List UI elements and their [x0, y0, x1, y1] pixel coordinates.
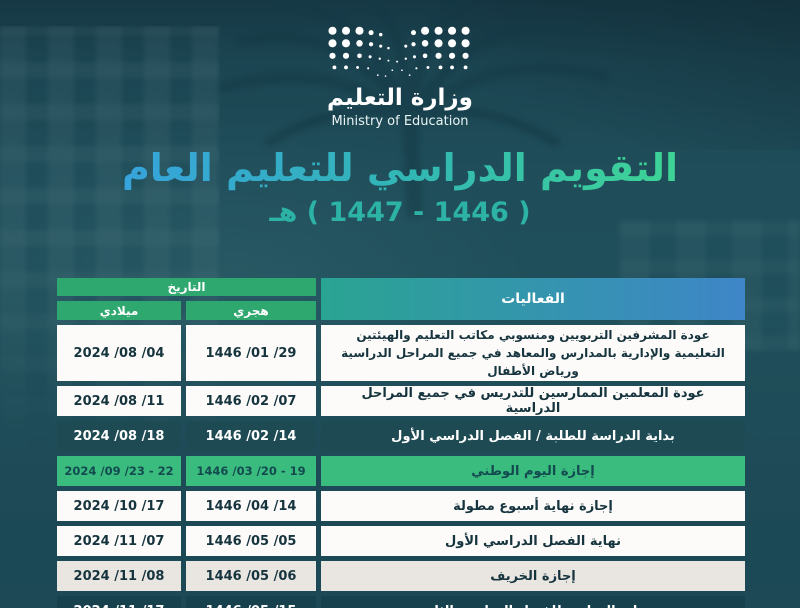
page-title: التقويم الدراسي للتعليم العام — [122, 145, 678, 193]
building-windows-left — [0, 26, 220, 456]
gregorian-date-cell: 22 - 23/ 09/ 2024 — [57, 456, 181, 486]
event-cell: إجازة اليوم الوطني — [321, 456, 745, 486]
gregorian-date-cell: 17/ 10/ 2024 — [57, 491, 181, 521]
palm-tree-silhouette — [219, 0, 611, 217]
hijri-date-cell: 29/ 01/ 1446 — [186, 325, 316, 381]
event-cell: نهاية الفصل الدراسي الأول — [321, 526, 745, 556]
ministry-logo-dots-icon — [328, 26, 470, 77]
gregorian-date-cell: 04/ 08/ 2024 — [57, 325, 181, 381]
gregorian-date-cell: 07/ 11/ 2024 — [57, 526, 181, 556]
header-gregorian: ميلادي — [57, 301, 181, 320]
event-cell: عودة المشرفين التربويين ومنسوبي مكاتب ال… — [321, 325, 745, 381]
header-hijri: هجري — [186, 301, 316, 320]
hijri-date-cell: 06/ 05/ 1446 — [186, 561, 316, 591]
hijri-date-cell: 07/ 02/ 1446 — [186, 386, 316, 416]
page-subtitle-years: ( 1446 - 1447 ) هـ — [269, 196, 531, 228]
event-cell: بداية الدراسة للطلبة / الفصل الدراسي الأ… — [321, 421, 745, 451]
hijri-date-cell: 19 - 20/ 03/ 1446 — [186, 456, 316, 486]
header-events: الفعاليات — [321, 278, 745, 320]
event-cell: بداية الدراسة للفصل الدراسي الثاني — [321, 596, 745, 608]
event-cell: عودة المعلمين الممارسين للتدريس في جميع … — [321, 386, 745, 416]
hijri-date-cell: 05/ 05/ 1446 — [186, 526, 316, 556]
gregorian-date-cell: 18/ 08/ 2024 — [57, 421, 181, 451]
gregorian-date-cell: 08/ 11/ 2024 — [57, 561, 181, 591]
event-cell: إجازة نهاية أسبوع مطولة — [321, 491, 745, 521]
gregorian-date-cell: 11/ 08/ 2024 — [57, 386, 181, 416]
header-date: التاريخ — [57, 278, 316, 296]
calendar-table: الفعاليات التاريخ هجري ميلادي عودة المشر… — [57, 278, 745, 608]
gregorian-date-cell: 17/ 11/ 2024 — [57, 596, 181, 608]
hijri-date-cell: 14/ 02/ 1446 — [186, 421, 316, 451]
event-cell: إجازة الخريف — [321, 561, 745, 591]
ministry-name-english: Ministry of Education — [331, 114, 469, 129]
hijri-date-cell: 14/ 04/ 1446 — [186, 491, 316, 521]
ministry-logo: وزارة التعليم Ministry of Education — [0, 0, 800, 129]
ministry-name-arabic: وزارة التعليم — [327, 85, 473, 111]
hijri-date-cell: 15/ 05/ 1446 — [186, 596, 316, 608]
